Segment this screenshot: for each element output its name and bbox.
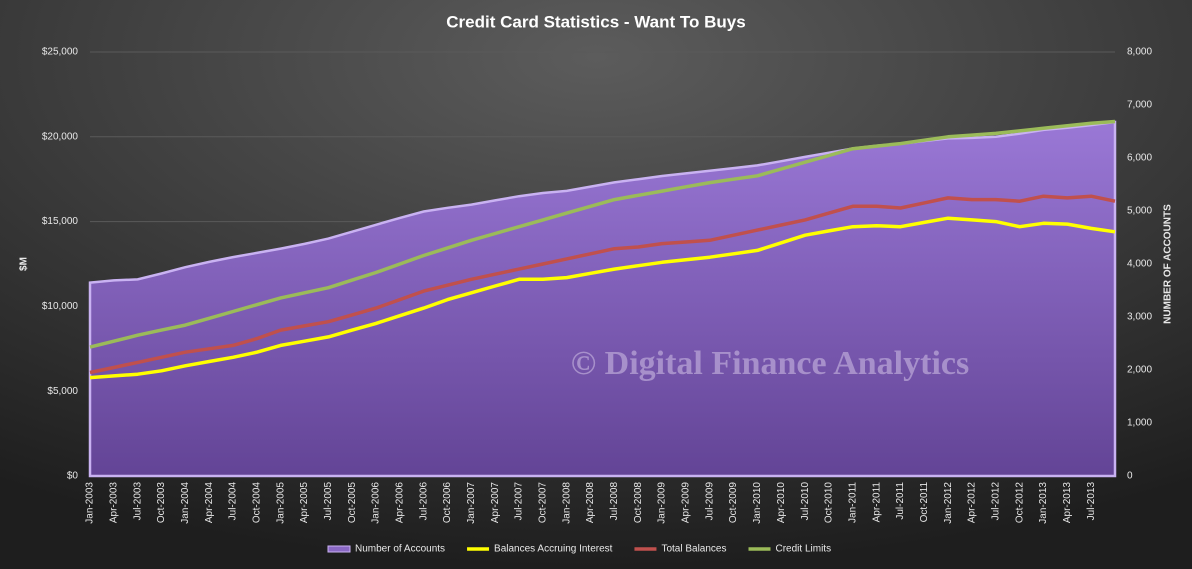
x-tick-label: Jan-2013: [1038, 482, 1049, 524]
y2-tick-label: 3,000: [1127, 312, 1152, 323]
chart-title: Credit Card Statistics - Want To Buys: [446, 12, 745, 31]
x-tick-label: Jan-2011: [847, 482, 858, 523]
x-tick-label: Jan-2005: [275, 482, 286, 524]
x-tick-label: Oct-2004: [252, 482, 263, 524]
y2-tick-label: 2,000: [1127, 365, 1152, 376]
x-tick-label: Jul-2003: [132, 482, 143, 521]
x-tick-label: Apr-2006: [395, 482, 406, 524]
legend-label: Number of Accounts: [355, 544, 445, 555]
x-tick-label: Jan-2009: [657, 482, 668, 524]
line: [89, 119, 1116, 349]
y2-tick-label: 6,000: [1127, 153, 1152, 164]
legend-label: Credit Limits: [776, 544, 832, 555]
x-tick-label: Jul-2004: [228, 482, 239, 521]
y-tick-label: $5,000: [47, 386, 78, 397]
x-tick-label: Apr-2013: [1062, 482, 1073, 524]
y-tick-label: $15,000: [42, 216, 79, 227]
x-tick-label: Jan-2004: [180, 482, 191, 524]
x-tick-label: Apr-2012: [967, 482, 978, 524]
x-tick-label: Oct-2007: [538, 482, 549, 524]
y-tick-label: $0: [67, 471, 79, 482]
x-tick-label: Jul-2012: [990, 482, 1001, 521]
x-tick-label: Jan-2012: [943, 482, 954, 524]
x-tick-label: Apr-2003: [108, 482, 119, 524]
x-tick-label: Oct-2005: [347, 482, 358, 524]
x-tick-label: Jul-2006: [418, 482, 429, 521]
x-tick-label: Jan-2010: [752, 482, 763, 524]
x-tick-label: Jul-2008: [609, 482, 620, 521]
line: [89, 194, 1116, 375]
x-tick-label: Jan-2006: [371, 482, 382, 524]
x-tick-label: Oct-2003: [156, 482, 167, 524]
area: [88, 120, 1117, 478]
x-tick-label: Apr-2007: [490, 482, 501, 524]
y2-tick-label: 1,000: [1127, 418, 1152, 429]
y-tick-label: $10,000: [42, 301, 79, 312]
legend-label: Total Balances: [661, 544, 726, 555]
y-axis-label: $M: [19, 257, 30, 271]
y2-tick-label: 8,000: [1127, 47, 1152, 58]
x-tick-label: Apr-2011: [871, 482, 882, 523]
x-tick-label: Apr-2010: [776, 482, 787, 524]
y-tick-label: $20,000: [42, 131, 79, 142]
x-tick-label: Jan-2003: [85, 482, 96, 524]
y2-axis-label: NUMBER OF ACCOUNTS: [1163, 204, 1174, 324]
watermark: © Digital Finance Analytics: [571, 345, 969, 382]
x-tick-label: Jan-2008: [561, 482, 572, 524]
x-tick-label: Apr-2004: [204, 482, 215, 524]
x-tick-label: Jul-2010: [800, 482, 811, 521]
y-tick-label: $25,000: [42, 47, 79, 58]
x-tick-label: Jul-2013: [1086, 482, 1097, 521]
legend-swatch: [327, 545, 351, 553]
plot-area: $0 $5,000 $10,000 $15,000 $20,000 $25,000 0 1,0…: [42, 47, 1153, 524]
x-tick-label: Jul-2009: [704, 482, 715, 521]
x-tick-label: Oct-2011: [919, 482, 930, 523]
x-tick-label: Oct-2012: [1014, 482, 1025, 524]
y2-tick-label: 0: [1127, 471, 1133, 482]
y2-tick-label: 7,000: [1127, 100, 1152, 111]
x-tick-label: Apr-2008: [585, 482, 596, 524]
y2-tick-label: 4,000: [1127, 259, 1152, 270]
x-tick-label: Jul-2005: [323, 482, 334, 521]
x-tick-label: Oct-2006: [442, 482, 453, 524]
y2-tick-label: 5,000: [1127, 206, 1152, 217]
x-tick-label: Apr-2009: [681, 482, 692, 524]
legend: Number of Accounts Balances Accruing Inte…: [327, 544, 832, 555]
x-tick-label: Jul-2007: [514, 482, 525, 521]
legend-label: Balances Accruing Interest: [494, 544, 613, 555]
line: [89, 216, 1116, 380]
x-tick-label: Oct-2009: [728, 482, 739, 524]
x-tick-label: Oct-2008: [633, 482, 644, 524]
x-tick-label: Apr-2005: [299, 482, 310, 524]
x-tick-label: Oct-2010: [824, 482, 835, 524]
x-tick-label: Jan-2007: [466, 482, 477, 524]
x-tick-label: Jul-2011: [895, 482, 906, 520]
